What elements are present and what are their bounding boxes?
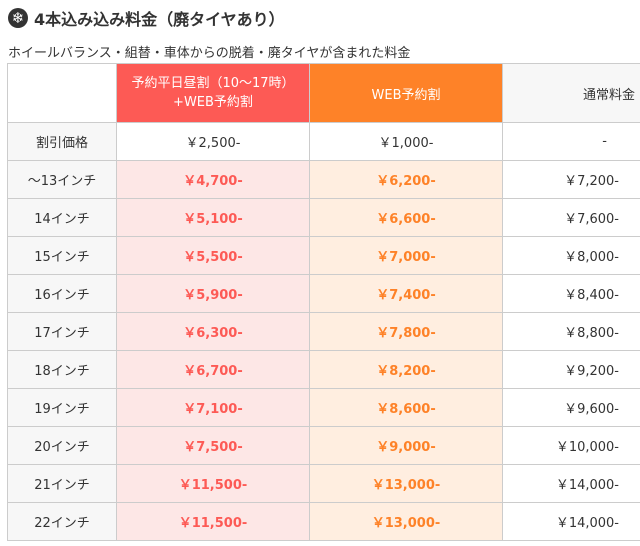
size-label: 15インチ	[7, 236, 117, 275]
size-label: 16インチ	[7, 274, 117, 313]
yoyaku-price: ￥5,900-	[116, 274, 310, 313]
table-row: 16インチ ￥5,900- ￥7,400- ￥8,400-	[7, 274, 640, 313]
normal-price: ￥9,200-	[502, 350, 640, 389]
header-empty-cell	[7, 63, 117, 123]
normal-price: ￥8,000-	[502, 236, 640, 275]
yoyaku-price: ￥6,700-	[116, 350, 310, 389]
size-label: 20インチ	[7, 426, 117, 465]
price-table: 予約平日昼割（10～17時） +WEB予約割 WEB予約割 通常料金 割引価格 …	[7, 63, 640, 541]
web-price: ￥6,200-	[309, 160, 503, 199]
section-heading: ❄ 4本込み込み料金（廃タイヤあり）	[8, 6, 285, 30]
normal-price: ￥14,000-	[502, 502, 640, 541]
web-price: ￥8,200-	[309, 350, 503, 389]
size-label: 17インチ	[7, 312, 117, 351]
size-label: 21インチ	[7, 464, 117, 503]
normal-price: ￥8,400-	[502, 274, 640, 313]
discount-yoyaku: ￥2,500-	[116, 122, 310, 161]
discount-row: 割引価格 ￥2,500- ￥1,000- -	[7, 122, 640, 161]
web-price: ￥6,600-	[309, 198, 503, 237]
size-label: 18インチ	[7, 350, 117, 389]
header-web-discount: WEB予約割	[309, 63, 503, 123]
web-price: ￥9,000-	[309, 426, 503, 465]
header-normal-price: 通常料金	[502, 63, 640, 123]
table-description: ホイールバランス・組替・車体からの脱着・廃タイヤが含まれた料金	[8, 46, 411, 61]
table-row: 15インチ ￥5,500- ￥7,000- ￥8,000-	[7, 236, 640, 275]
size-label: 22インチ	[7, 502, 117, 541]
web-price: ￥7,000-	[309, 236, 503, 275]
discount-web: ￥1,000-	[309, 122, 503, 161]
normal-price: ￥7,200-	[502, 160, 640, 199]
table-row: 21インチ ￥11,500- ￥13,000- ￥14,000-	[7, 464, 640, 503]
web-price: ￥7,800-	[309, 312, 503, 351]
header-yoyaku-line1: 予約平日昼割（10～17時）	[131, 76, 295, 91]
web-price: ￥13,000-	[309, 502, 503, 541]
discount-normal: -	[502, 122, 640, 161]
size-label: ～13インチ	[7, 160, 117, 199]
table-row: 17インチ ￥6,300- ￥7,800- ￥8,800-	[7, 312, 640, 351]
normal-price: ￥9,600-	[502, 388, 640, 427]
yoyaku-price: ￥4,700-	[116, 160, 310, 199]
yoyaku-price: ￥6,300-	[116, 312, 310, 351]
table-row: 20インチ ￥7,500- ￥9,000- ￥10,000-	[7, 426, 640, 465]
yoyaku-price: ￥5,100-	[116, 198, 310, 237]
yoyaku-price: ￥11,500-	[116, 502, 310, 541]
size-label: 19インチ	[7, 388, 117, 427]
web-price: ￥7,400-	[309, 274, 503, 313]
web-price: ￥8,600-	[309, 388, 503, 427]
table-row: 19インチ ￥7,100- ￥8,600- ￥9,600-	[7, 388, 640, 427]
table-row: 14インチ ￥5,100- ￥6,600- ￥7,600-	[7, 198, 640, 237]
web-price: ￥13,000-	[309, 464, 503, 503]
size-label: 14インチ	[7, 198, 117, 237]
table-row: 18インチ ￥6,700- ￥8,200- ￥9,200-	[7, 350, 640, 389]
discount-label: 割引価格	[7, 122, 117, 161]
snowflake-icon: ❄	[8, 8, 28, 28]
table-row: ～13インチ ￥4,700- ￥6,200- ￥7,200-	[7, 160, 640, 199]
header-yoyaku-line2: +WEB予約割	[173, 95, 253, 110]
header-row: 予約平日昼割（10～17時） +WEB予約割 WEB予約割 通常料金	[7, 63, 640, 123]
normal-price: ￥10,000-	[502, 426, 640, 465]
yoyaku-price: ￥5,500-	[116, 236, 310, 275]
yoyaku-price: ￥11,500-	[116, 464, 310, 503]
section-title: 4本込み込み料金（廃タイヤあり）	[34, 10, 285, 29]
normal-price: ￥14,000-	[502, 464, 640, 503]
yoyaku-price: ￥7,500-	[116, 426, 310, 465]
table-row: 22インチ ￥11,500- ￥13,000- ￥14,000-	[7, 502, 640, 541]
normal-price: ￥8,800-	[502, 312, 640, 351]
yoyaku-price: ￥7,100-	[116, 388, 310, 427]
normal-price: ￥7,600-	[502, 198, 640, 237]
header-yoyaku-discount: 予約平日昼割（10～17時） +WEB予約割	[116, 63, 310, 123]
